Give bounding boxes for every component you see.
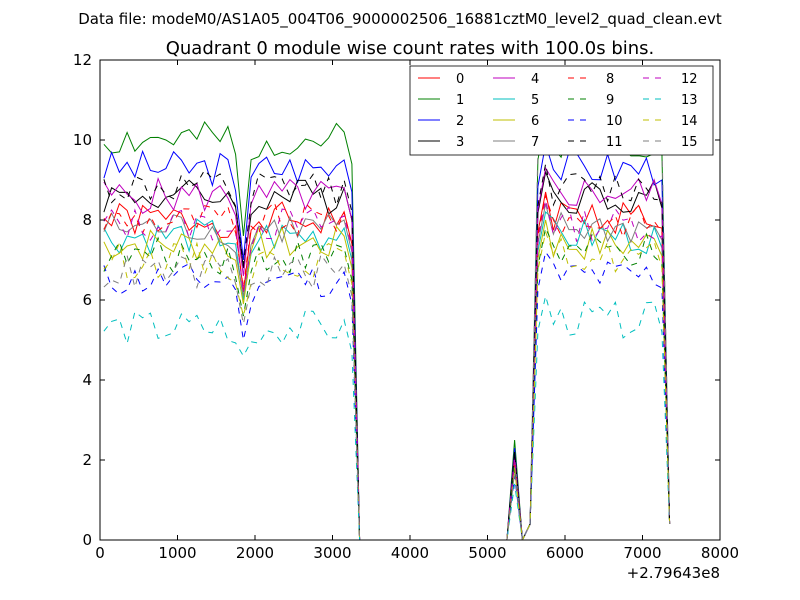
- legend-frame: [409, 65, 714, 156]
- legend-label-10: 10: [606, 114, 623, 129]
- x-tick-label: 5000: [468, 544, 506, 562]
- series-line-11: [103, 163, 671, 540]
- series-line-3: [103, 170, 671, 540]
- series-line-10: [103, 250, 671, 540]
- legend-label-3: 3: [456, 135, 464, 150]
- legend-label-13: 13: [681, 93, 698, 108]
- series-line-13: [103, 295, 671, 540]
- y-tick-label: 10: [73, 131, 92, 149]
- series-line-12: [103, 199, 671, 540]
- y-tick-label: 12: [73, 51, 92, 69]
- series-line-6: [103, 219, 671, 540]
- suptitle: Data file: modeM0/AS1A05_004T06_90000025…: [78, 10, 722, 29]
- legend-label-12: 12: [681, 72, 698, 87]
- legend-label-0: 0: [456, 72, 464, 87]
- series-layer: [103, 102, 671, 540]
- series-line-0: [103, 191, 671, 540]
- legend-label-4: 4: [531, 72, 539, 87]
- series-line-14: [103, 230, 671, 540]
- x-tick-label: 4000: [391, 544, 429, 562]
- chart-title: Quadrant 0 module wise count rates with …: [166, 38, 655, 59]
- series-line-8: [103, 194, 671, 540]
- y-tick-label: 0: [82, 531, 92, 549]
- legend-label-2: 2: [456, 114, 464, 129]
- series-line-4: [103, 166, 671, 540]
- y-tick-label: 8: [82, 211, 92, 229]
- x-tick-label: 7000: [623, 544, 661, 562]
- series-line-2: [103, 143, 671, 540]
- x-tick-label: 2000: [236, 544, 274, 562]
- x-tick-label: 8000: [701, 544, 739, 562]
- legend-label-6: 6: [531, 114, 539, 129]
- legend-label-1: 1: [456, 93, 464, 108]
- series-line-9: [103, 226, 671, 540]
- x-tick-label: 6000: [546, 544, 584, 562]
- x-tick-label: 3000: [313, 544, 351, 562]
- legend-label-5: 5: [531, 93, 539, 108]
- x-axis-offset-label: +2.79643e8: [627, 564, 720, 582]
- legend-label-15: 15: [681, 135, 698, 150]
- y-tick-label: 4: [82, 371, 92, 389]
- series-line-7: [103, 203, 671, 540]
- legend-label-9: 9: [606, 93, 614, 108]
- y-tick-label: 2: [82, 451, 92, 469]
- y-tick-label: 6: [82, 291, 92, 309]
- x-tick-label: 1000: [158, 544, 196, 562]
- series-line-5: [103, 211, 671, 540]
- legend-label-11: 11: [606, 135, 623, 150]
- axis-ticks: 0 1000 2000 3000 4000 5000 6000 7000 80000246810…: [73, 51, 739, 562]
- legend-label-8: 8: [606, 72, 614, 87]
- legend-label-7: 7: [531, 135, 539, 150]
- legend-label-14: 14: [681, 114, 698, 129]
- x-tick-label: 0: [95, 544, 105, 562]
